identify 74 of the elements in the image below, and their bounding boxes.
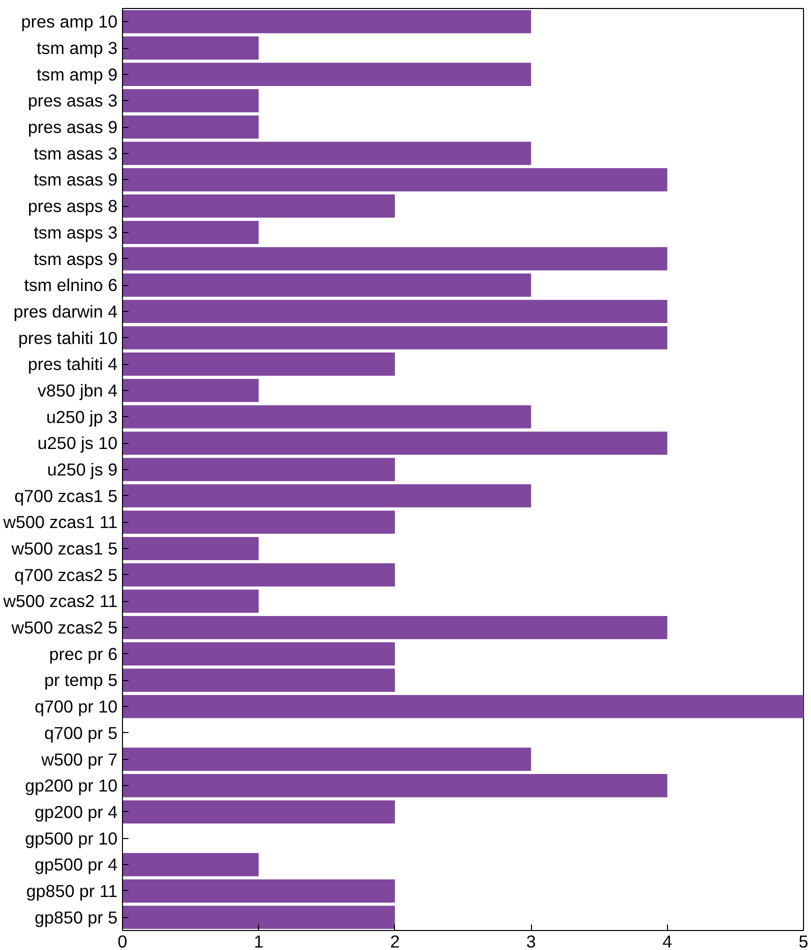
y-tick-label: u250 jp 3: [46, 406, 118, 427]
y-tick-label: w500 pr 7: [40, 749, 118, 770]
bar: [122, 115, 259, 139]
bar: [122, 590, 259, 613]
x-tick-label: 5: [798, 932, 808, 950]
bar: [122, 616, 668, 640]
bar: [122, 274, 532, 297]
bar: [122, 194, 395, 218]
y-tick-label: pres tahiti 10: [18, 328, 118, 348]
y-tick-label: tsm asas 9: [34, 170, 118, 190]
y-tick-label: w500 zcas2 5: [10, 618, 118, 638]
y-tick-label: tsm amp 9: [36, 64, 118, 84]
bar: [122, 220, 259, 244]
y-tick-label: u250 js 9: [47, 460, 118, 480]
y-tick-label: gp200 pr 4: [34, 802, 118, 822]
y-tick-label: q700 pr 5: [44, 722, 118, 743]
bar: [122, 405, 532, 428]
y-tick-label: pres asas 3: [28, 90, 118, 111]
bar: [122, 247, 668, 270]
bar: [122, 168, 668, 192]
bar: [122, 378, 259, 402]
bar: [122, 563, 395, 586]
x-tick-label: 2: [390, 932, 400, 950]
y-tick-label: gp500 pr 10: [25, 828, 118, 848]
bar: [122, 432, 668, 455]
bar: [122, 10, 532, 34]
bar: [122, 36, 259, 60]
bar: [122, 484, 532, 508]
y-tick-label: gp850 pr 11: [26, 880, 118, 901]
bar: [122, 642, 395, 666]
y-tick-label: q700 pr 10: [34, 696, 118, 717]
y-tick-label: tsm elnino 6: [24, 275, 118, 296]
y-tick-label: prec pr 6: [49, 644, 118, 664]
y-tick-label: pres amp 10: [21, 12, 118, 32]
y-tick-label: w500 zcas1 5: [10, 538, 118, 559]
y-tick-label: pres asps 8: [28, 196, 118, 216]
bar: [122, 142, 532, 165]
bar: [122, 89, 259, 112]
bar: [122, 668, 395, 692]
y-tick-label: pres darwin 4: [13, 301, 118, 322]
bar: [122, 748, 532, 771]
x-tick-label: 3: [526, 932, 536, 950]
bar: [122, 694, 804, 718]
y-tick-label: w500 zcas2 11: [2, 591, 118, 612]
y-tick-label: tsm asps 3: [34, 222, 118, 242]
bar: [122, 352, 395, 376]
y-tick-label: v850 jbn 4: [38, 380, 118, 400]
y-tick-label: gp200 pr 10: [25, 776, 118, 796]
y-tick-label: pres tahiti 4: [28, 354, 118, 374]
bar: [122, 774, 668, 798]
y-tick-label: gp850 pr 5: [34, 907, 118, 928]
y-tick-label: gp500 pr 4: [34, 854, 118, 875]
y-tick-label: pr temp 5: [44, 670, 118, 690]
bar: [122, 536, 259, 560]
x-tick-label: 1: [254, 932, 264, 950]
y-tick-label: w500 zcas1 11: [2, 512, 118, 532]
y-tick-label: tsm asas 3: [34, 143, 118, 164]
bar: [122, 300, 668, 324]
y-tick-label: tsm amp 3: [36, 38, 118, 58]
y-tick-label: q700 zcas2 5: [14, 564, 118, 585]
y-tick-label: u250 js 10: [38, 433, 118, 454]
x-tick-label: 0: [118, 932, 128, 950]
bar: [122, 510, 395, 534]
bar: [122, 800, 395, 824]
x-tick-label: 4: [662, 932, 672, 950]
y-tick-label: q700 zcas1 5: [14, 486, 118, 506]
bar: [122, 906, 395, 929]
bar: [122, 326, 668, 350]
bar: [122, 879, 395, 903]
bar: [122, 62, 532, 86]
bar: [122, 853, 259, 876]
bar: [122, 458, 395, 482]
y-tick-label: pres asas 9: [28, 117, 118, 138]
y-tick-label: tsm asps 9: [34, 248, 118, 269]
